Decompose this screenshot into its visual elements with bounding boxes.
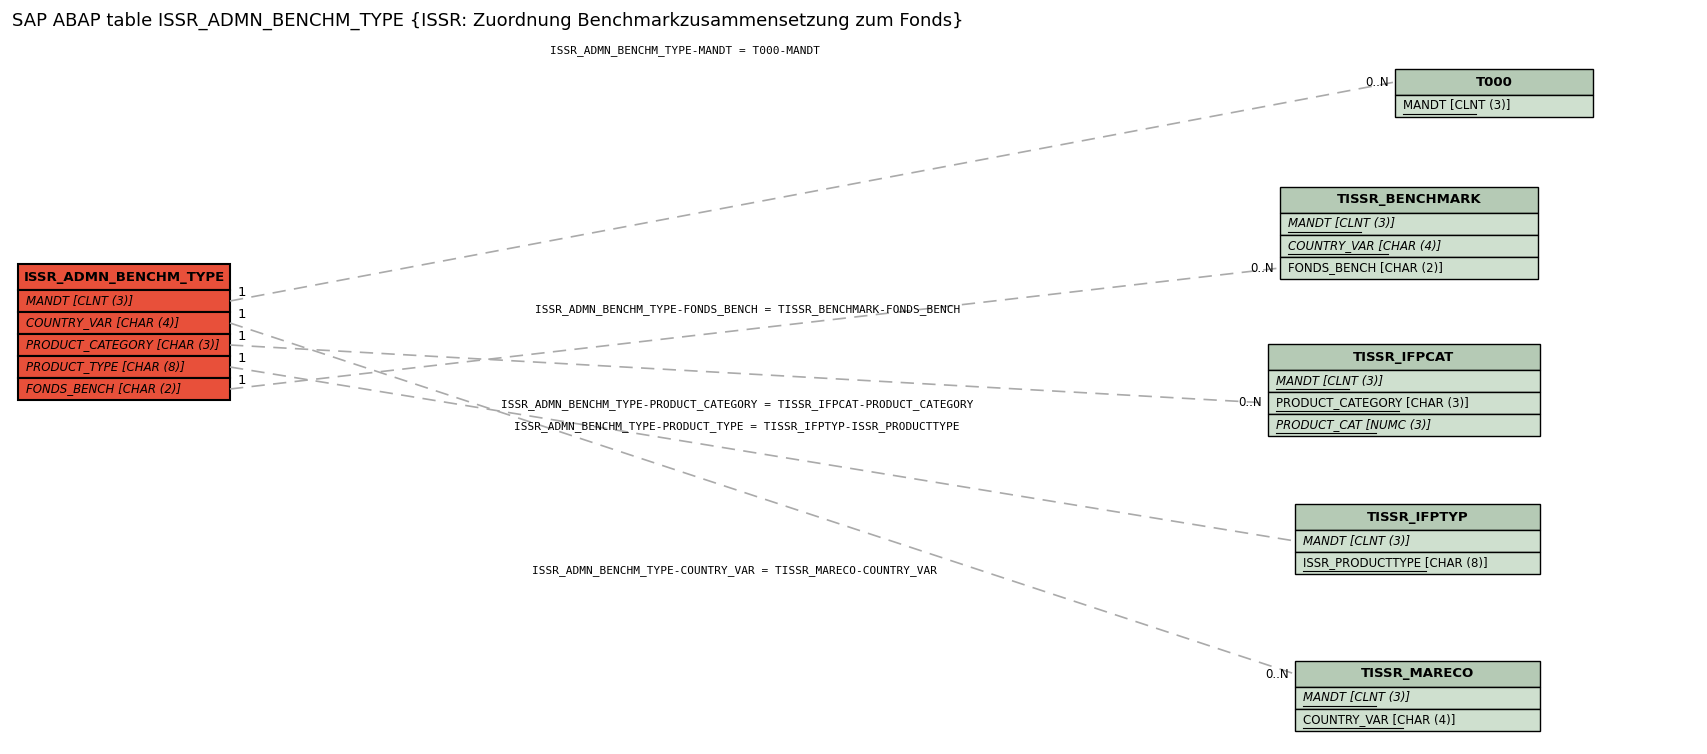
- FancyBboxPatch shape: [1395, 69, 1593, 95]
- FancyBboxPatch shape: [1395, 95, 1593, 117]
- FancyBboxPatch shape: [1294, 709, 1540, 731]
- Text: ISSR_ADMN_BENCHM_TYPE-COUNTRY_VAR = TISSR_MARECO-COUNTRY_VAR: ISSR_ADMN_BENCHM_TYPE-COUNTRY_VAR = TISS…: [533, 566, 937, 577]
- Text: MANDT [CLNT (3)]: MANDT [CLNT (3)]: [1302, 535, 1410, 547]
- Text: MANDT [CLNT (3)]: MANDT [CLNT (3)]: [1275, 375, 1383, 388]
- FancyBboxPatch shape: [1267, 370, 1540, 392]
- Text: 1: 1: [237, 286, 246, 299]
- Text: COUNTRY_VAR [CHAR (4)]: COUNTRY_VAR [CHAR (4)]: [26, 317, 179, 329]
- Text: 1: 1: [237, 308, 246, 320]
- FancyBboxPatch shape: [1267, 414, 1540, 436]
- Text: FONDS_BENCH [CHAR (2)]: FONDS_BENCH [CHAR (2)]: [1287, 262, 1442, 274]
- Text: 0..N: 0..N: [1238, 397, 1261, 409]
- Text: PRODUCT_CATEGORY [CHAR (3)]: PRODUCT_CATEGORY [CHAR (3)]: [1275, 397, 1468, 409]
- FancyBboxPatch shape: [19, 356, 230, 378]
- Text: T000: T000: [1475, 75, 1512, 88]
- FancyBboxPatch shape: [1279, 213, 1536, 235]
- Text: COUNTRY_VAR [CHAR (4)]: COUNTRY_VAR [CHAR (4)]: [1287, 240, 1441, 253]
- Text: SAP ABAP table ISSR_ADMN_BENCHM_TYPE {ISSR: Zuordnung Benchmarkzusammensetzung z: SAP ABAP table ISSR_ADMN_BENCHM_TYPE {IS…: [12, 12, 963, 30]
- FancyBboxPatch shape: [19, 312, 230, 334]
- Text: 1: 1: [237, 329, 246, 342]
- Text: ISSR_ADMN_BENCHM_TYPE-PRODUCT_TYPE = TISSR_IFPTYP-ISSR_PRODUCTTYPE: ISSR_ADMN_BENCHM_TYPE-PRODUCT_TYPE = TIS…: [514, 421, 959, 433]
- Text: FONDS_BENCH [CHAR (2)]: FONDS_BENCH [CHAR (2)]: [26, 382, 181, 396]
- FancyBboxPatch shape: [19, 290, 230, 312]
- FancyBboxPatch shape: [1294, 530, 1540, 552]
- Text: TISSR_BENCHMARK: TISSR_BENCHMARK: [1337, 194, 1480, 207]
- Text: 1: 1: [237, 373, 246, 387]
- Text: 0..N: 0..N: [1364, 75, 1388, 88]
- Text: MANDT [CLNT (3)]: MANDT [CLNT (3)]: [1401, 100, 1509, 112]
- FancyBboxPatch shape: [1294, 661, 1540, 687]
- Text: TISSR_IFPCAT: TISSR_IFPCAT: [1352, 351, 1454, 363]
- Text: MANDT [CLNT (3)]: MANDT [CLNT (3)]: [1302, 691, 1410, 704]
- Text: ISSR_ADMN_BENCHM_TYPE-MANDT = T000-MANDT: ISSR_ADMN_BENCHM_TYPE-MANDT = T000-MANDT: [550, 45, 819, 57]
- Text: ISSR_ADMN_BENCHM_TYPE-FONDS_BENCH = TISSR_BENCHMARK-FONDS_BENCH: ISSR_ADMN_BENCHM_TYPE-FONDS_BENCH = TISS…: [534, 305, 959, 315]
- Text: MANDT [CLNT (3)]: MANDT [CLNT (3)]: [26, 295, 133, 308]
- Text: 0..N: 0..N: [1250, 262, 1273, 274]
- FancyBboxPatch shape: [19, 264, 230, 290]
- Text: 0..N: 0..N: [1265, 667, 1289, 681]
- FancyBboxPatch shape: [1279, 257, 1536, 279]
- FancyBboxPatch shape: [19, 378, 230, 400]
- Text: ISSR_ADMN_BENCHM_TYPE: ISSR_ADMN_BENCHM_TYPE: [24, 271, 225, 284]
- FancyBboxPatch shape: [1294, 552, 1540, 574]
- Text: PRODUCT_TYPE [CHAR (8)]: PRODUCT_TYPE [CHAR (8)]: [26, 360, 184, 373]
- Text: TISSR_MARECO: TISSR_MARECO: [1360, 667, 1473, 681]
- Text: PRODUCT_CAT [NUMC (3)]: PRODUCT_CAT [NUMC (3)]: [1275, 418, 1430, 431]
- Text: ISSR_PRODUCTTYPE [CHAR (8)]: ISSR_PRODUCTTYPE [CHAR (8)]: [1302, 556, 1487, 569]
- Text: COUNTRY_VAR [CHAR (4)]: COUNTRY_VAR [CHAR (4)]: [1302, 713, 1454, 727]
- Text: TISSR_IFPTYP: TISSR_IFPTYP: [1366, 510, 1468, 523]
- FancyBboxPatch shape: [1294, 504, 1540, 530]
- Text: 1: 1: [237, 351, 246, 364]
- Text: MANDT [CLNT (3)]: MANDT [CLNT (3)]: [1287, 217, 1395, 231]
- Text: ISSR_ADMN_BENCHM_TYPE-PRODUCT_CATEGORY = TISSR_IFPCAT-PRODUCT_CATEGORY: ISSR_ADMN_BENCHM_TYPE-PRODUCT_CATEGORY =…: [500, 400, 973, 410]
- FancyBboxPatch shape: [1267, 392, 1540, 414]
- Text: PRODUCT_CATEGORY [CHAR (3)]: PRODUCT_CATEGORY [CHAR (3)]: [26, 339, 220, 351]
- FancyBboxPatch shape: [19, 334, 230, 356]
- FancyBboxPatch shape: [1279, 235, 1536, 257]
- FancyBboxPatch shape: [1279, 187, 1536, 213]
- FancyBboxPatch shape: [1267, 344, 1540, 370]
- FancyBboxPatch shape: [1294, 687, 1540, 709]
